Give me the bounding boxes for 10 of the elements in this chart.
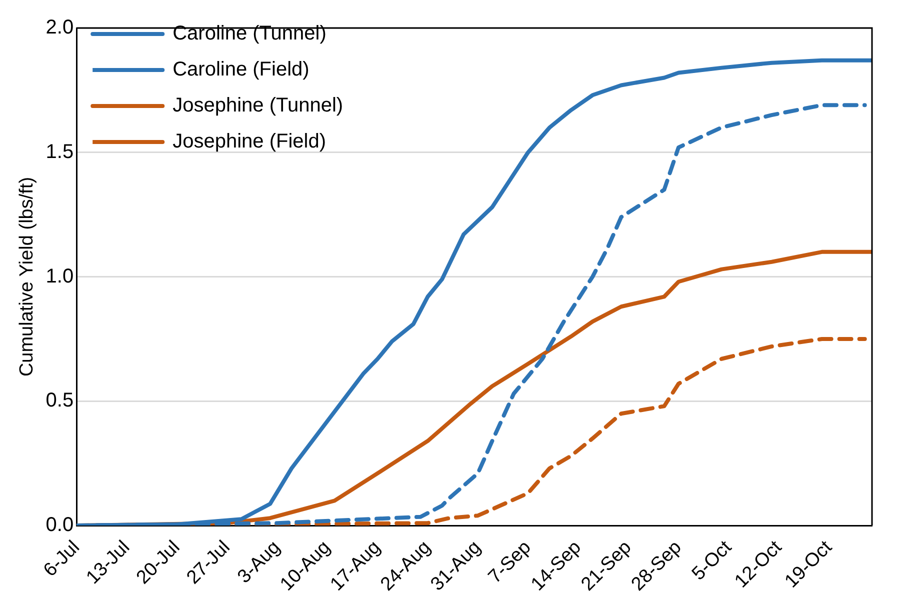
legend-label: Caroline (Tunnel): [172, 22, 326, 45]
legend-label: Josephine (Tunnel): [172, 94, 344, 117]
y-tick-label: 0.5: [46, 390, 74, 412]
y-tick-label: 0.0: [46, 514, 74, 536]
legend-label: Josephine (Field): [172, 130, 326, 153]
y-tick-label: 1.5: [46, 140, 74, 163]
y-axis-title: Cumulative Yield (lbs/ft): [16, 176, 38, 377]
y-tick-label: 1.0: [46, 265, 74, 288]
y-tick-label: 2.0: [46, 16, 74, 39]
legend-label: Caroline (Field): [172, 58, 310, 81]
